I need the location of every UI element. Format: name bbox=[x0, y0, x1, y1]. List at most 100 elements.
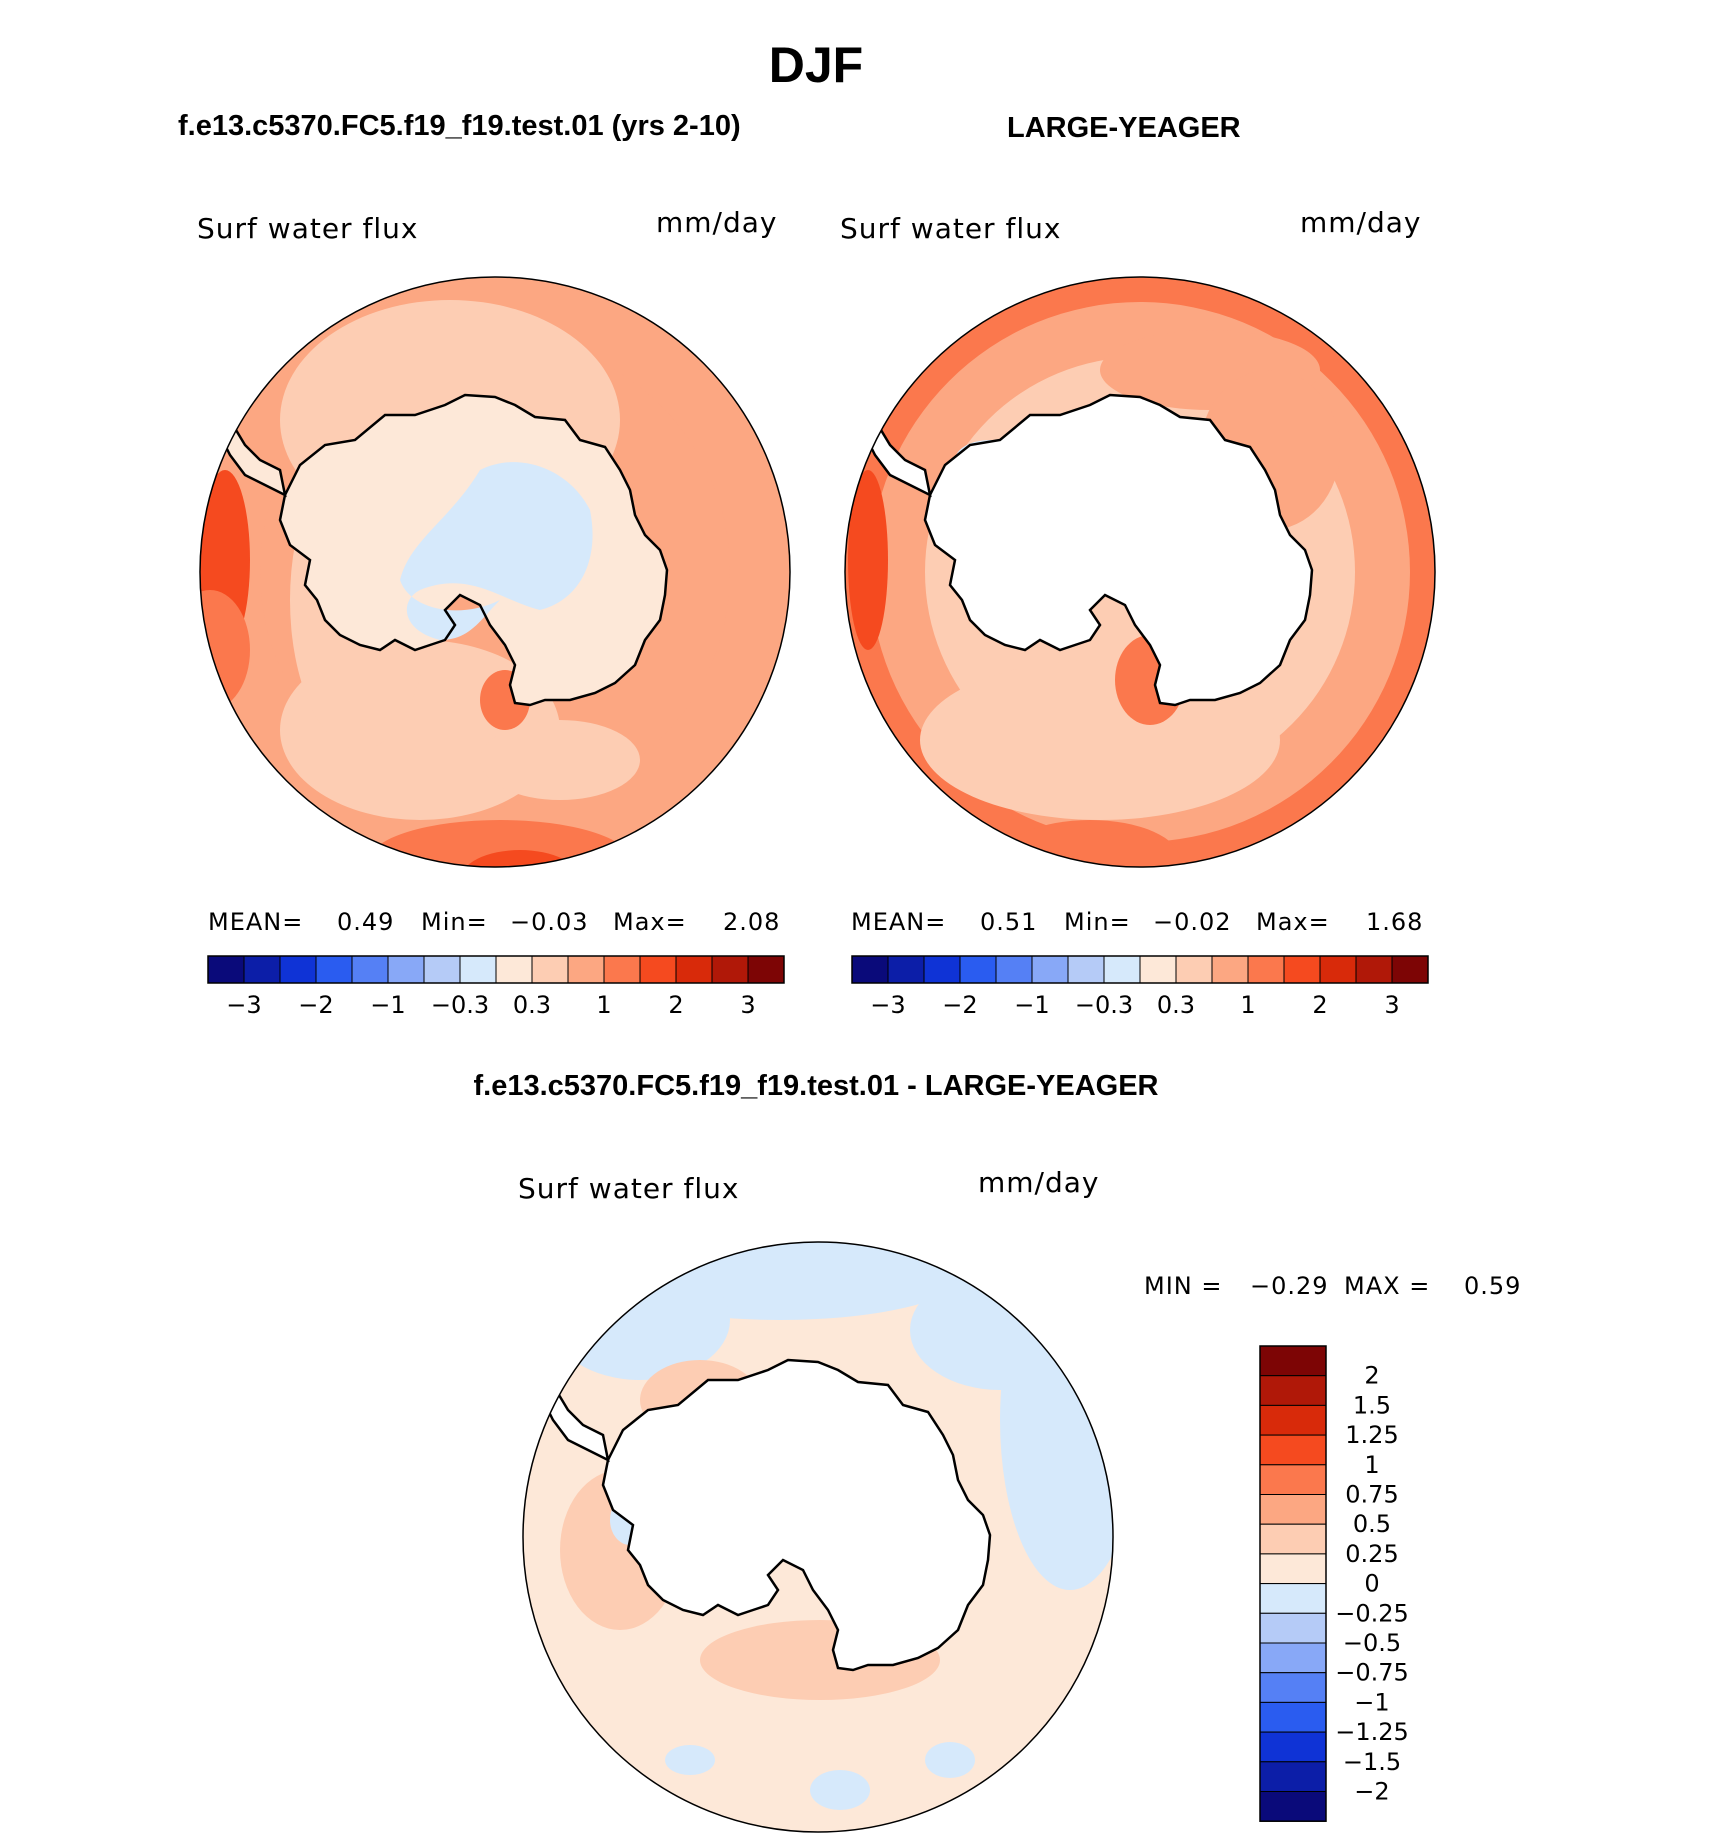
colorbar-swatch bbox=[1283, 955, 1321, 984]
colorbar-swatch bbox=[495, 955, 533, 984]
colorbar-tick-label: −2 bbox=[298, 991, 333, 1019]
panel1-units-label: mm/day bbox=[656, 206, 778, 239]
colorbar-tick-label: −0.75 bbox=[1335, 1659, 1409, 1687]
colorbar-swatch bbox=[351, 955, 389, 984]
colorbar-swatch bbox=[1139, 955, 1177, 984]
colorbar-swatch bbox=[995, 955, 1033, 984]
colorbar-swatch bbox=[675, 955, 713, 984]
panel1-case-title: f.e13.c5370.FC5.f19_f19.test.01 (yrs 2-1… bbox=[178, 110, 741, 142]
colorbar-tick-label: −3 bbox=[226, 991, 261, 1019]
colorbar-swatch bbox=[1319, 955, 1357, 984]
panel2-min-value: −0.02 bbox=[1153, 908, 1232, 936]
colorbar-swatch bbox=[1259, 1434, 1327, 1466]
colorbar-swatch bbox=[531, 955, 569, 984]
colorbar-swatch bbox=[851, 955, 889, 984]
colorbar-swatch bbox=[1259, 1642, 1327, 1674]
colorbar-swatch bbox=[1259, 1375, 1327, 1406]
panel1-variable-label: Surf water flux bbox=[197, 212, 419, 245]
colorbar-swatch bbox=[1259, 1672, 1327, 1703]
colorbar-swatch bbox=[279, 955, 317, 984]
colorbar-tick-label: 0.25 bbox=[1345, 1540, 1398, 1568]
diff-min-value: −0.29 bbox=[1250, 1272, 1329, 1300]
colorbar-swatch bbox=[1175, 955, 1213, 984]
colorbar-swatch bbox=[423, 955, 461, 984]
panel2-mean-label: MEAN= bbox=[851, 908, 947, 936]
colorbar-tick-label: 1 bbox=[1240, 991, 1255, 1019]
panel2-case-title: LARGE-YEAGER bbox=[1007, 112, 1241, 144]
map-panel-2 bbox=[845, 277, 1435, 867]
colorbar-swatch bbox=[243, 955, 281, 984]
colorbar-tick-label: −1 bbox=[1354, 1688, 1389, 1716]
colorbar-swatch bbox=[959, 955, 997, 984]
colorbar-tick-label: 2 bbox=[1364, 1362, 1379, 1390]
colorbar-tick-label: 2 bbox=[668, 991, 683, 1019]
panel2-variable-label: Surf water flux bbox=[840, 212, 1062, 245]
panel1-max-label: Max= bbox=[613, 908, 687, 936]
diff-max-value: 0.59 bbox=[1464, 1272, 1522, 1300]
colorbar-swatch bbox=[1247, 955, 1285, 984]
panel2-units-label: mm/day bbox=[1300, 206, 1422, 239]
map-panel-1-border bbox=[199, 276, 791, 868]
colorbar-swatch bbox=[1211, 955, 1249, 984]
colorbar-swatch bbox=[1259, 1553, 1327, 1585]
diff-min-label: MIN = bbox=[1144, 1272, 1223, 1300]
diff-variable-label: Surf water flux bbox=[518, 1172, 740, 1205]
colorbar-swatch bbox=[1391, 955, 1429, 984]
colorbar-swatch bbox=[603, 955, 641, 984]
colorbar-swatch bbox=[567, 955, 605, 984]
panel2-max-value: 1.68 bbox=[1366, 908, 1424, 936]
colorbar-swatch bbox=[1259, 1701, 1327, 1733]
panel1-max-value: 2.08 bbox=[723, 908, 781, 936]
colorbar-tick-label: −1 bbox=[370, 991, 405, 1019]
season-title: DJF bbox=[768, 37, 864, 93]
colorbar-swatch bbox=[387, 955, 425, 984]
colorbar-tick-label: 0.5 bbox=[1353, 1510, 1391, 1538]
colorbar-tick-label: 1.25 bbox=[1345, 1421, 1398, 1449]
colorbar-swatch bbox=[315, 955, 353, 984]
panel1-min-value: −0.03 bbox=[510, 908, 589, 936]
colorbar-swatch bbox=[459, 955, 497, 984]
colorbar-swatch bbox=[1259, 1523, 1327, 1555]
colorbar-tick-label: 0.3 bbox=[1157, 991, 1195, 1019]
colorbar-panel-1: −3 −2 −1 −0.3 0.3 1 2 3 bbox=[207, 955, 785, 1019]
colorbar-tick-label: 3 bbox=[1384, 991, 1399, 1019]
colorbar-swatch bbox=[1259, 1731, 1327, 1763]
colorbar-tick-label: −1 bbox=[1014, 991, 1049, 1019]
colorbar-swatch bbox=[1103, 955, 1141, 984]
colorbar-swatch bbox=[1067, 955, 1105, 984]
colorbar-tick-label: −0.3 bbox=[1075, 991, 1133, 1019]
colorbar-tick-label: 1 bbox=[596, 991, 611, 1019]
panel1-mean-label: MEAN= bbox=[208, 908, 304, 936]
colorbar-tick-label: 0.75 bbox=[1345, 1481, 1398, 1509]
colorbar-swatch bbox=[1031, 955, 1069, 984]
diff-title: f.e13.c5370.FC5.f19_f19.test.01 - LARGE-… bbox=[473, 1070, 1159, 1102]
colorbar-tick-label: 0 bbox=[1364, 1570, 1379, 1598]
colorbar-swatch bbox=[1259, 1345, 1327, 1377]
colorbar-swatch bbox=[887, 955, 925, 984]
colorbar-swatch bbox=[1355, 955, 1393, 984]
colorbar-diff: 21.51.2510.750.50.250−0.25−0.5−0.75−1−1.… bbox=[1259, 1345, 1409, 1822]
panel2-mean-value: 0.51 bbox=[980, 908, 1038, 936]
map-panel-1 bbox=[200, 277, 790, 867]
colorbar-tick-label: 3 bbox=[740, 991, 755, 1019]
colorbar-swatch bbox=[747, 955, 785, 984]
colorbar-swatch bbox=[1259, 1612, 1327, 1644]
colorbar-tick-label: 1.5 bbox=[1353, 1391, 1391, 1419]
panel2-min-label: Min= bbox=[1064, 908, 1131, 936]
colorbar-tick-label: 2 bbox=[1312, 991, 1327, 1019]
diff-max-label: MAX = bbox=[1344, 1272, 1431, 1300]
colorbar-swatch bbox=[1259, 1583, 1327, 1614]
colorbar-swatch bbox=[207, 955, 245, 984]
colorbar-swatch bbox=[711, 955, 749, 984]
map-panel-diff bbox=[523, 1242, 1113, 1832]
panel1-min-label: Min= bbox=[421, 908, 488, 936]
colorbar-tick-label: −1.25 bbox=[1335, 1718, 1409, 1746]
colorbar-tick-label: −2 bbox=[942, 991, 977, 1019]
colorbar-swatch bbox=[1259, 1404, 1327, 1436]
colorbar-tick-label: 1 bbox=[1364, 1451, 1379, 1479]
colorbar-swatch bbox=[923, 955, 961, 984]
diff-units-label: mm/day bbox=[978, 1166, 1100, 1199]
colorbar-swatch bbox=[1259, 1761, 1327, 1793]
colorbar-tick-label: −1.5 bbox=[1343, 1748, 1401, 1776]
